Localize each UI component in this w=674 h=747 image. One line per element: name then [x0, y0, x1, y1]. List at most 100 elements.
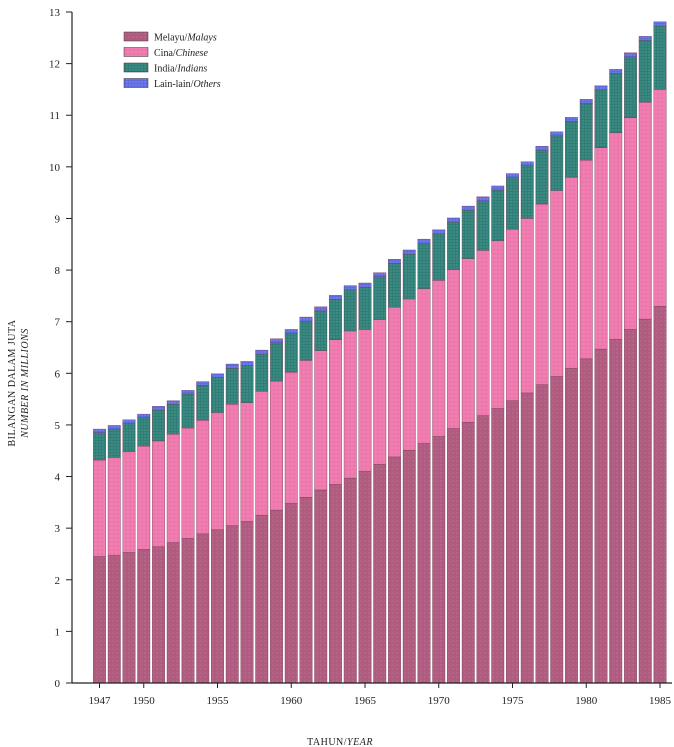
- bar-indians-1969: [417, 243, 431, 289]
- y-tick-label: 13: [49, 7, 61, 19]
- bar-malays-1952: [166, 542, 180, 684]
- bar-indians-1965: [358, 286, 372, 330]
- bar-indians-1984: [638, 40, 652, 103]
- bar-others-1963: [329, 295, 342, 300]
- y-axis-title: BILANGAN DALAM JUTA: [7, 319, 18, 446]
- bar-chinese-1948: [107, 457, 121, 556]
- bar-indians-1960: [284, 333, 298, 373]
- bar-chinese-1974: [491, 240, 505, 409]
- bar-indians-1968: [402, 253, 416, 300]
- x-ticks: 1947 1950 1955 1960 1965 1970 1975 1980 1985: [89, 683, 672, 707]
- bar-indians-1952: [166, 404, 180, 435]
- bar-chinese-1964: [343, 330, 357, 479]
- bar-indians-1971: [447, 221, 460, 270]
- bars-layer: [93, 21, 667, 684]
- x-tick-label: 1985: [649, 695, 672, 707]
- bar-indians-1948: [107, 428, 121, 458]
- bar-others-1984: [638, 36, 652, 41]
- bar-malays-1947: [93, 556, 106, 684]
- x-tick-label: 1955: [207, 695, 230, 707]
- bar-indians-1950: [137, 417, 151, 447]
- bar-others-1947: [93, 428, 106, 433]
- bar-indians-1958: [255, 354, 269, 392]
- x-tick-label: 1950: [133, 695, 156, 707]
- x-tick-label: 1947: [89, 695, 112, 707]
- bar-malays-1961: [299, 497, 313, 684]
- bar-chinese-1979: [565, 176, 578, 369]
- y-tick-label: 11: [49, 110, 60, 122]
- bar-chinese-1972: [461, 258, 475, 423]
- bar-others-1982: [609, 69, 623, 74]
- bar-chinese-1978: [550, 190, 564, 377]
- legend-swatch-indians: [123, 62, 149, 73]
- bar-malays-1965: [358, 471, 372, 684]
- bar-malays-1968: [402, 450, 416, 684]
- y-tick-label: 5: [55, 420, 61, 432]
- bar-others-1966: [373, 272, 387, 277]
- bar-chinese-1971: [447, 269, 460, 429]
- bar-chinese-1965: [358, 329, 372, 472]
- bar-indians-1978: [550, 135, 564, 191]
- y-tick-label: 8: [55, 265, 61, 277]
- x-tick-label: 1980: [575, 695, 598, 707]
- x-tick-label: 1975: [502, 695, 525, 707]
- bar-others-1968: [402, 249, 416, 255]
- bar-chinese-1970: [432, 280, 446, 437]
- bar-others-1964: [343, 285, 357, 290]
- x-axis-title-my: TAHUN/: [307, 737, 347, 747]
- bar-chinese-1973: [476, 250, 490, 416]
- bar-others-1962: [314, 306, 328, 312]
- bar-chinese-1967: [388, 307, 401, 458]
- bar-indians-1961: [299, 321, 313, 361]
- bar-indians-1959: [270, 342, 283, 382]
- bar-malays-1958: [255, 515, 269, 684]
- bar-malays-1948: [107, 555, 121, 684]
- bar-others-1959: [270, 338, 283, 344]
- bar-malays-1966: [373, 463, 387, 684]
- bar-indians-1974: [491, 189, 505, 241]
- bar-chinese-1958: [255, 391, 269, 516]
- bar-indians-1947: [93, 432, 106, 461]
- bar-indians-1977: [535, 150, 549, 205]
- bar-chinese-1985: [653, 89, 667, 307]
- bar-others-1967: [388, 259, 401, 264]
- legend-swatch-chinese: [123, 47, 149, 57]
- y-tick-label: 1: [55, 626, 61, 638]
- bar-others-1971: [447, 217, 460, 223]
- bar-malays-1971: [447, 428, 460, 684]
- legend-label-chinese: Cina/Chinese: [154, 48, 208, 59]
- bar-malays-1956: [225, 525, 239, 684]
- bar-malays-1980: [579, 358, 593, 684]
- bar-chinese-1951: [152, 440, 165, 547]
- bar-others-1958: [255, 349, 269, 355]
- bar-indians-1982: [609, 73, 623, 133]
- bar-chinese-1984: [638, 102, 652, 320]
- bar-indians-1954: [196, 385, 210, 421]
- x-axis-title: TAHUN/YEAR: [307, 737, 373, 747]
- x-tick-label: 1970: [428, 695, 451, 707]
- bar-indians-1976: [520, 165, 534, 219]
- bar-others-1953: [181, 390, 195, 395]
- bar-chinese-1962: [314, 350, 328, 491]
- bar-malays-1984: [638, 318, 652, 684]
- y-tick-label: 9: [55, 213, 61, 225]
- bar-chinese-1956: [225, 404, 239, 526]
- y-tick-label: 3: [55, 523, 61, 535]
- bar-others-1949: [122, 419, 136, 424]
- legend: Melayu/Malays Cina/Chinese India/Indians La…: [123, 31, 221, 90]
- legend-label-indians: India/Indians: [154, 64, 207, 75]
- bar-malays-1976: [520, 392, 534, 684]
- y-tick-label: 2: [55, 575, 61, 587]
- bar-malays-1957: [240, 521, 254, 684]
- bar-malays-1974: [491, 408, 505, 684]
- bar-chinese-1954: [196, 420, 210, 535]
- bar-malays-1960: [284, 503, 298, 684]
- bar-indians-1956: [225, 367, 239, 405]
- bar-chinese-1968: [402, 298, 416, 451]
- bar-chinese-1957: [240, 402, 254, 522]
- bar-indians-1975: [506, 177, 519, 230]
- bar-indians-1955: [211, 377, 224, 413]
- y-tick-label: 0: [55, 678, 61, 690]
- bar-malays-1964: [343, 477, 357, 684]
